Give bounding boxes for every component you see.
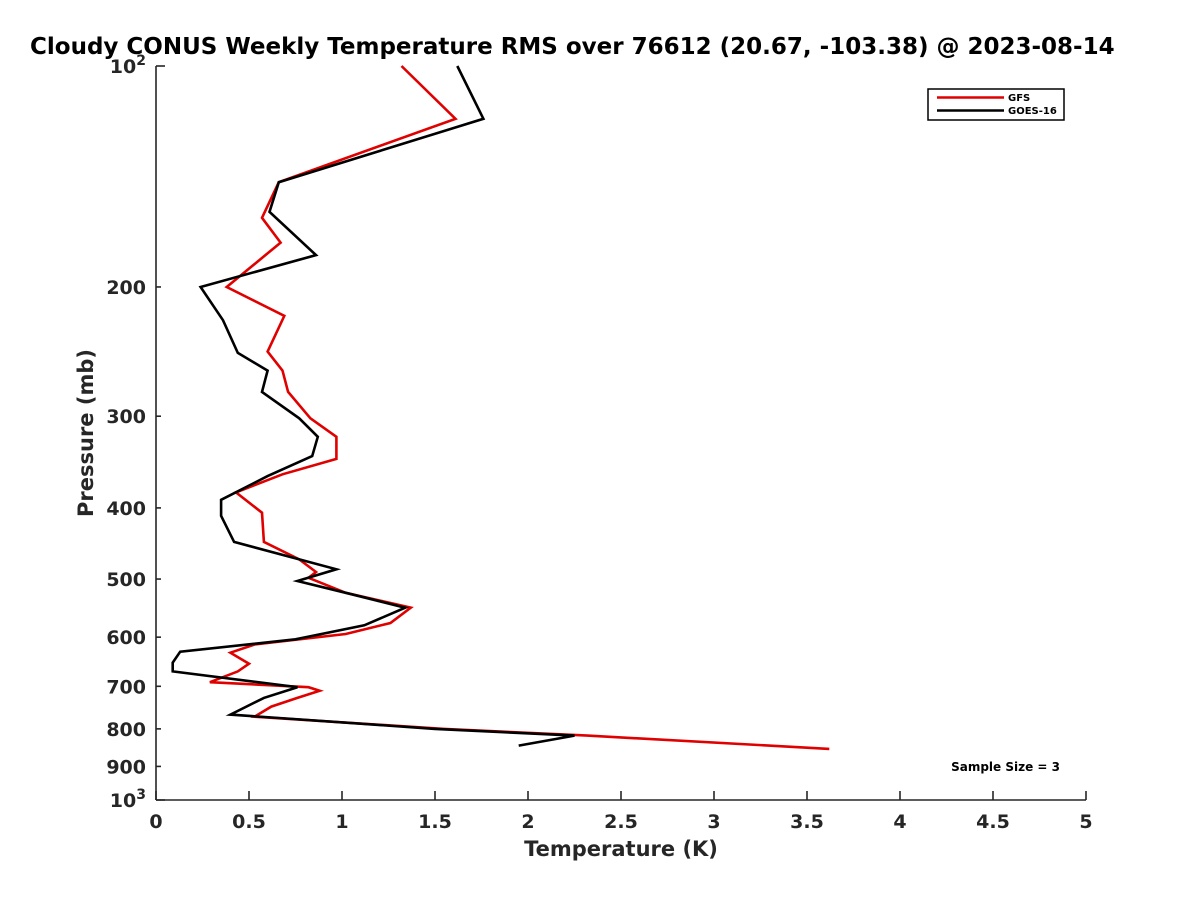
y-tick-label: 700 [106, 676, 146, 698]
series-line-1 [171, 65, 575, 747]
x-tick-label: 2.5 [604, 811, 638, 833]
x-tick-label: 2 [521, 811, 534, 833]
y-tick-label: 102 [110, 53, 146, 78]
x-tick-label: 4 [893, 811, 906, 833]
y-axis-label: Pressure (mb) [74, 349, 98, 517]
y-tick-label: 900 [106, 756, 146, 778]
x-tick-label: 1.5 [418, 811, 452, 833]
x-tick-label: 0.5 [232, 811, 266, 833]
series-layer [171, 65, 830, 751]
legend: GFS GOES-16 [927, 88, 1065, 121]
legend-box [927, 88, 1065, 121]
x-tick-label: 3 [707, 811, 720, 833]
chart-title: Cloudy CONUS Weekly Temperature RMS over… [30, 34, 1115, 60]
y-tick-label: 300 [106, 406, 146, 428]
x-tick-label: 1 [335, 811, 348, 833]
y-tick-label: 600 [106, 627, 146, 649]
y-tick-label: 800 [106, 719, 146, 741]
x-tick-label: 4.5 [976, 811, 1010, 833]
x-tick-label: 3.5 [790, 811, 824, 833]
series-line-0 [209, 65, 830, 751]
legend-label-gfs: GFS [1008, 93, 1030, 104]
x-axis-label: Temperature (K) [524, 837, 718, 861]
legend-label-goes16: GOES-16 [1008, 106, 1057, 117]
sample-size-annotation: Sample Size = 3 [951, 760, 1060, 774]
plot-area [156, 66, 1086, 800]
y-ticks: 102 200 300 400 500 600 700 800 900 103 [106, 53, 165, 812]
y-tick-label: 200 [106, 277, 146, 299]
x-tick-label: 5 [1079, 811, 1092, 833]
y-tick-label: 103 [110, 787, 146, 812]
y-tick-label: 400 [106, 498, 146, 520]
y-tick-label: 500 [106, 569, 146, 591]
x-ticks: 0 0.5 1 1.5 2 2.5 3 3.5 4 4.5 5 [149, 791, 1093, 833]
x-tick-label: 0 [149, 811, 162, 833]
